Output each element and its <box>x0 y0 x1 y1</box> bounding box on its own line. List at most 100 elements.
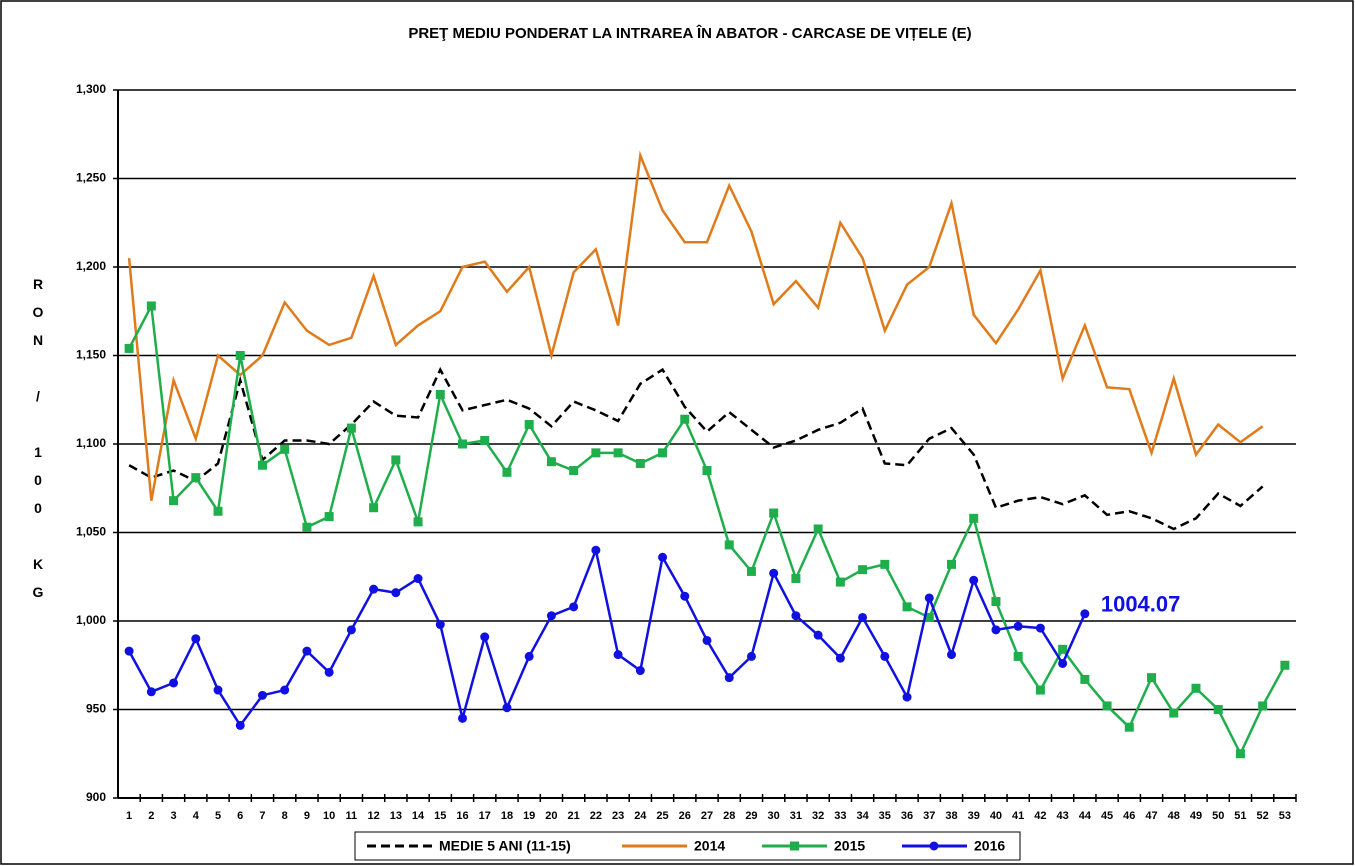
x-tick-label: 47 <box>1145 810 1157 822</box>
marker <box>1058 644 1068 654</box>
marker <box>746 566 756 576</box>
marker <box>1102 701 1112 711</box>
marker <box>858 612 868 622</box>
x-tick-label: 20 <box>545 810 557 822</box>
marker <box>1235 749 1245 759</box>
marker <box>146 687 156 697</box>
marker <box>502 467 512 477</box>
x-tick-label: 22 <box>590 810 602 822</box>
marker <box>413 574 423 584</box>
x-tick-label: 51 <box>1234 810 1246 822</box>
marker <box>924 612 934 622</box>
marker <box>1280 660 1290 670</box>
legend-label: MEDIE 5 ANI (11-15) <box>439 838 571 854</box>
x-tick-label: 36 <box>901 810 913 822</box>
series <box>128 366 1264 531</box>
legend: MEDIE 5 ANI (11-15) 2014 2015 2016 <box>354 831 1021 861</box>
x-tick-label: 11 <box>346 810 358 822</box>
x-tick-label: 5 <box>215 810 221 822</box>
y-tick-label: 1,300 <box>76 82 106 96</box>
marker <box>413 517 423 527</box>
x-tick-label: 45 <box>1101 810 1113 822</box>
legend-label: 2014 <box>694 838 725 854</box>
series <box>124 301 1290 759</box>
x-tick-label: 18 <box>501 810 513 822</box>
x-tick-label: 19 <box>523 810 535 822</box>
legend-label: 2015 <box>834 838 865 854</box>
marker <box>502 703 512 713</box>
marker <box>546 611 556 621</box>
x-tick-label: 44 <box>1079 810 1092 822</box>
marker <box>1124 722 1134 732</box>
marker <box>369 503 379 513</box>
marker <box>969 513 979 523</box>
x-tick-label: 53 <box>1279 810 1291 822</box>
series-line <box>128 366 1264 531</box>
marker <box>458 713 468 723</box>
x-tick-label: 40 <box>990 810 1002 822</box>
marker <box>480 435 490 445</box>
marker <box>746 651 756 661</box>
x-tick-label: 48 <box>1168 810 1180 822</box>
x-tick-label: 34 <box>856 810 869 822</box>
marker <box>1058 658 1068 668</box>
x-tick-label: 14 <box>412 810 425 822</box>
marker <box>658 552 668 562</box>
x-tick-label: 17 <box>479 810 491 822</box>
x-tick-label: 4 <box>193 810 200 822</box>
marker <box>902 602 912 612</box>
marker <box>724 673 734 683</box>
x-tick-label: 1 <box>126 810 132 822</box>
marker <box>257 460 267 470</box>
marker <box>591 448 601 458</box>
x-tick-label: 2 <box>148 810 154 822</box>
marker <box>946 559 956 569</box>
marker <box>124 343 134 353</box>
marker <box>635 666 645 676</box>
marker <box>280 685 290 695</box>
marker <box>880 651 890 661</box>
marker <box>191 634 201 644</box>
y-tick-label: 900 <box>86 790 106 804</box>
marker <box>346 625 356 635</box>
y-tick-label: 1,250 <box>76 171 106 185</box>
series-line <box>128 545 1086 728</box>
x-tick-label: 23 <box>612 810 624 822</box>
x-tick-label: 30 <box>768 810 780 822</box>
marker <box>235 720 245 730</box>
marker <box>1035 623 1045 633</box>
marker <box>213 685 223 695</box>
marker <box>391 455 401 465</box>
marker <box>991 597 1001 607</box>
marker <box>680 591 690 601</box>
marker <box>1169 708 1179 718</box>
x-tick-label: 8 <box>282 810 288 822</box>
x-tick-label: 37 <box>923 810 935 822</box>
marker <box>324 512 334 522</box>
marker <box>546 457 556 467</box>
marker <box>569 602 579 612</box>
y-tick-label: 1,200 <box>76 259 106 273</box>
marker <box>1213 705 1223 714</box>
marker <box>1080 674 1090 684</box>
marker <box>969 575 979 585</box>
x-tick-label: 24 <box>634 810 647 822</box>
marker <box>346 423 356 433</box>
marker <box>280 444 290 454</box>
x-tick-label: 9 <box>304 810 310 822</box>
marker <box>702 635 712 645</box>
marker <box>635 458 645 468</box>
marker <box>169 496 179 506</box>
marker <box>524 651 534 661</box>
marker <box>1147 673 1157 683</box>
x-tick-label: 21 <box>568 810 580 822</box>
marker <box>146 301 156 311</box>
series <box>124 545 1090 730</box>
x-tick-label: 46 <box>1123 810 1135 822</box>
marker <box>769 568 779 578</box>
x-tick-label: 25 <box>656 810 668 822</box>
x-tick-label: 7 <box>259 810 265 822</box>
marker <box>724 540 734 550</box>
